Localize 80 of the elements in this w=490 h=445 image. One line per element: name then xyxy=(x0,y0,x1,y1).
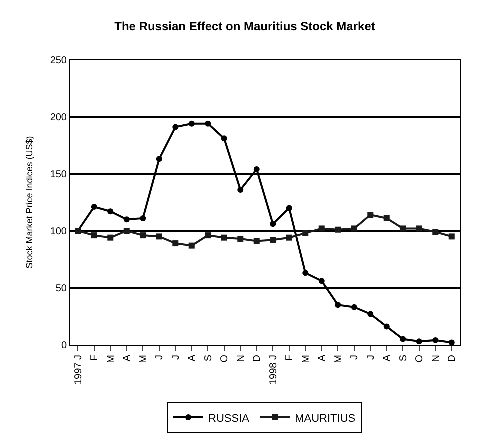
point xyxy=(221,234,228,241)
point xyxy=(188,242,195,249)
point xyxy=(286,205,292,212)
point xyxy=(156,156,162,162)
point xyxy=(384,324,390,330)
x-tick-label: J xyxy=(154,355,166,360)
point xyxy=(172,240,179,247)
x-tick-label: A xyxy=(382,354,394,362)
point xyxy=(172,124,179,130)
point xyxy=(368,212,374,218)
point xyxy=(335,302,342,308)
y-tick-label: 0 xyxy=(61,340,68,352)
point xyxy=(286,234,292,241)
point xyxy=(205,232,212,239)
point xyxy=(400,336,406,342)
point xyxy=(270,221,276,228)
point xyxy=(384,215,390,222)
x-tick-label: 1998 J xyxy=(268,355,280,386)
point xyxy=(416,338,422,345)
point xyxy=(140,232,146,239)
point xyxy=(238,186,244,193)
point xyxy=(302,230,309,236)
x-tick-label: A xyxy=(187,354,198,362)
point xyxy=(124,216,130,223)
point xyxy=(368,311,374,318)
point xyxy=(91,232,98,239)
y-tick-label: 100 xyxy=(50,226,68,238)
point xyxy=(351,226,358,232)
point xyxy=(156,234,162,240)
x-tick-label: J xyxy=(170,355,182,360)
point xyxy=(351,304,358,310)
x-tick-label: O xyxy=(414,354,426,363)
chart-title: The Russian Effect on Mauritius Stock Market xyxy=(114,20,376,34)
x-tick-label: F xyxy=(90,355,101,362)
x-tick-label: N xyxy=(236,355,247,362)
point xyxy=(448,340,455,345)
x-tick-label: J xyxy=(350,355,361,360)
point xyxy=(221,136,228,142)
x-tick-label: D xyxy=(252,355,264,362)
x-tick-label: M xyxy=(106,355,117,364)
x-tick-label: J xyxy=(366,355,377,360)
point xyxy=(432,337,439,344)
point xyxy=(400,226,406,232)
point xyxy=(335,226,342,233)
point xyxy=(318,278,325,284)
point xyxy=(108,234,114,241)
y-tick-label: 200 xyxy=(50,112,68,124)
point xyxy=(302,270,309,276)
point xyxy=(108,208,114,215)
point xyxy=(140,215,146,222)
legend-label: MAURITIUS xyxy=(295,412,356,425)
point xyxy=(188,120,195,127)
point xyxy=(270,237,276,244)
x-tick-label: M xyxy=(138,355,150,364)
point xyxy=(91,204,98,210)
x-tick-label: N xyxy=(430,355,442,362)
point xyxy=(432,229,439,236)
point xyxy=(254,166,260,172)
x-tick-label: D xyxy=(447,355,458,362)
x-tick-label: A xyxy=(122,354,134,362)
point xyxy=(318,226,325,232)
point xyxy=(124,228,130,234)
x-tick-label: S xyxy=(398,354,410,362)
point xyxy=(238,236,244,242)
y-axis-title: Stock Market Price Indices (US$) xyxy=(24,136,35,269)
y-tick-label: 150 xyxy=(50,170,68,180)
x-tick-label: S xyxy=(203,354,214,362)
x-tick-label: M xyxy=(300,355,312,364)
point xyxy=(205,120,212,127)
y-tick-label: 250 xyxy=(50,56,68,66)
point xyxy=(448,234,455,240)
legend-label: RUSSIA xyxy=(208,412,250,425)
x-tick-label: F xyxy=(284,355,296,362)
y-tick-label: 50 xyxy=(56,284,68,294)
x-tick-label: O xyxy=(220,354,231,363)
point xyxy=(416,226,422,232)
x-tick-label: M xyxy=(333,355,344,364)
x-tick-label: 1997 J xyxy=(73,355,84,386)
point xyxy=(254,238,260,244)
x-tick-label: A xyxy=(317,354,328,362)
